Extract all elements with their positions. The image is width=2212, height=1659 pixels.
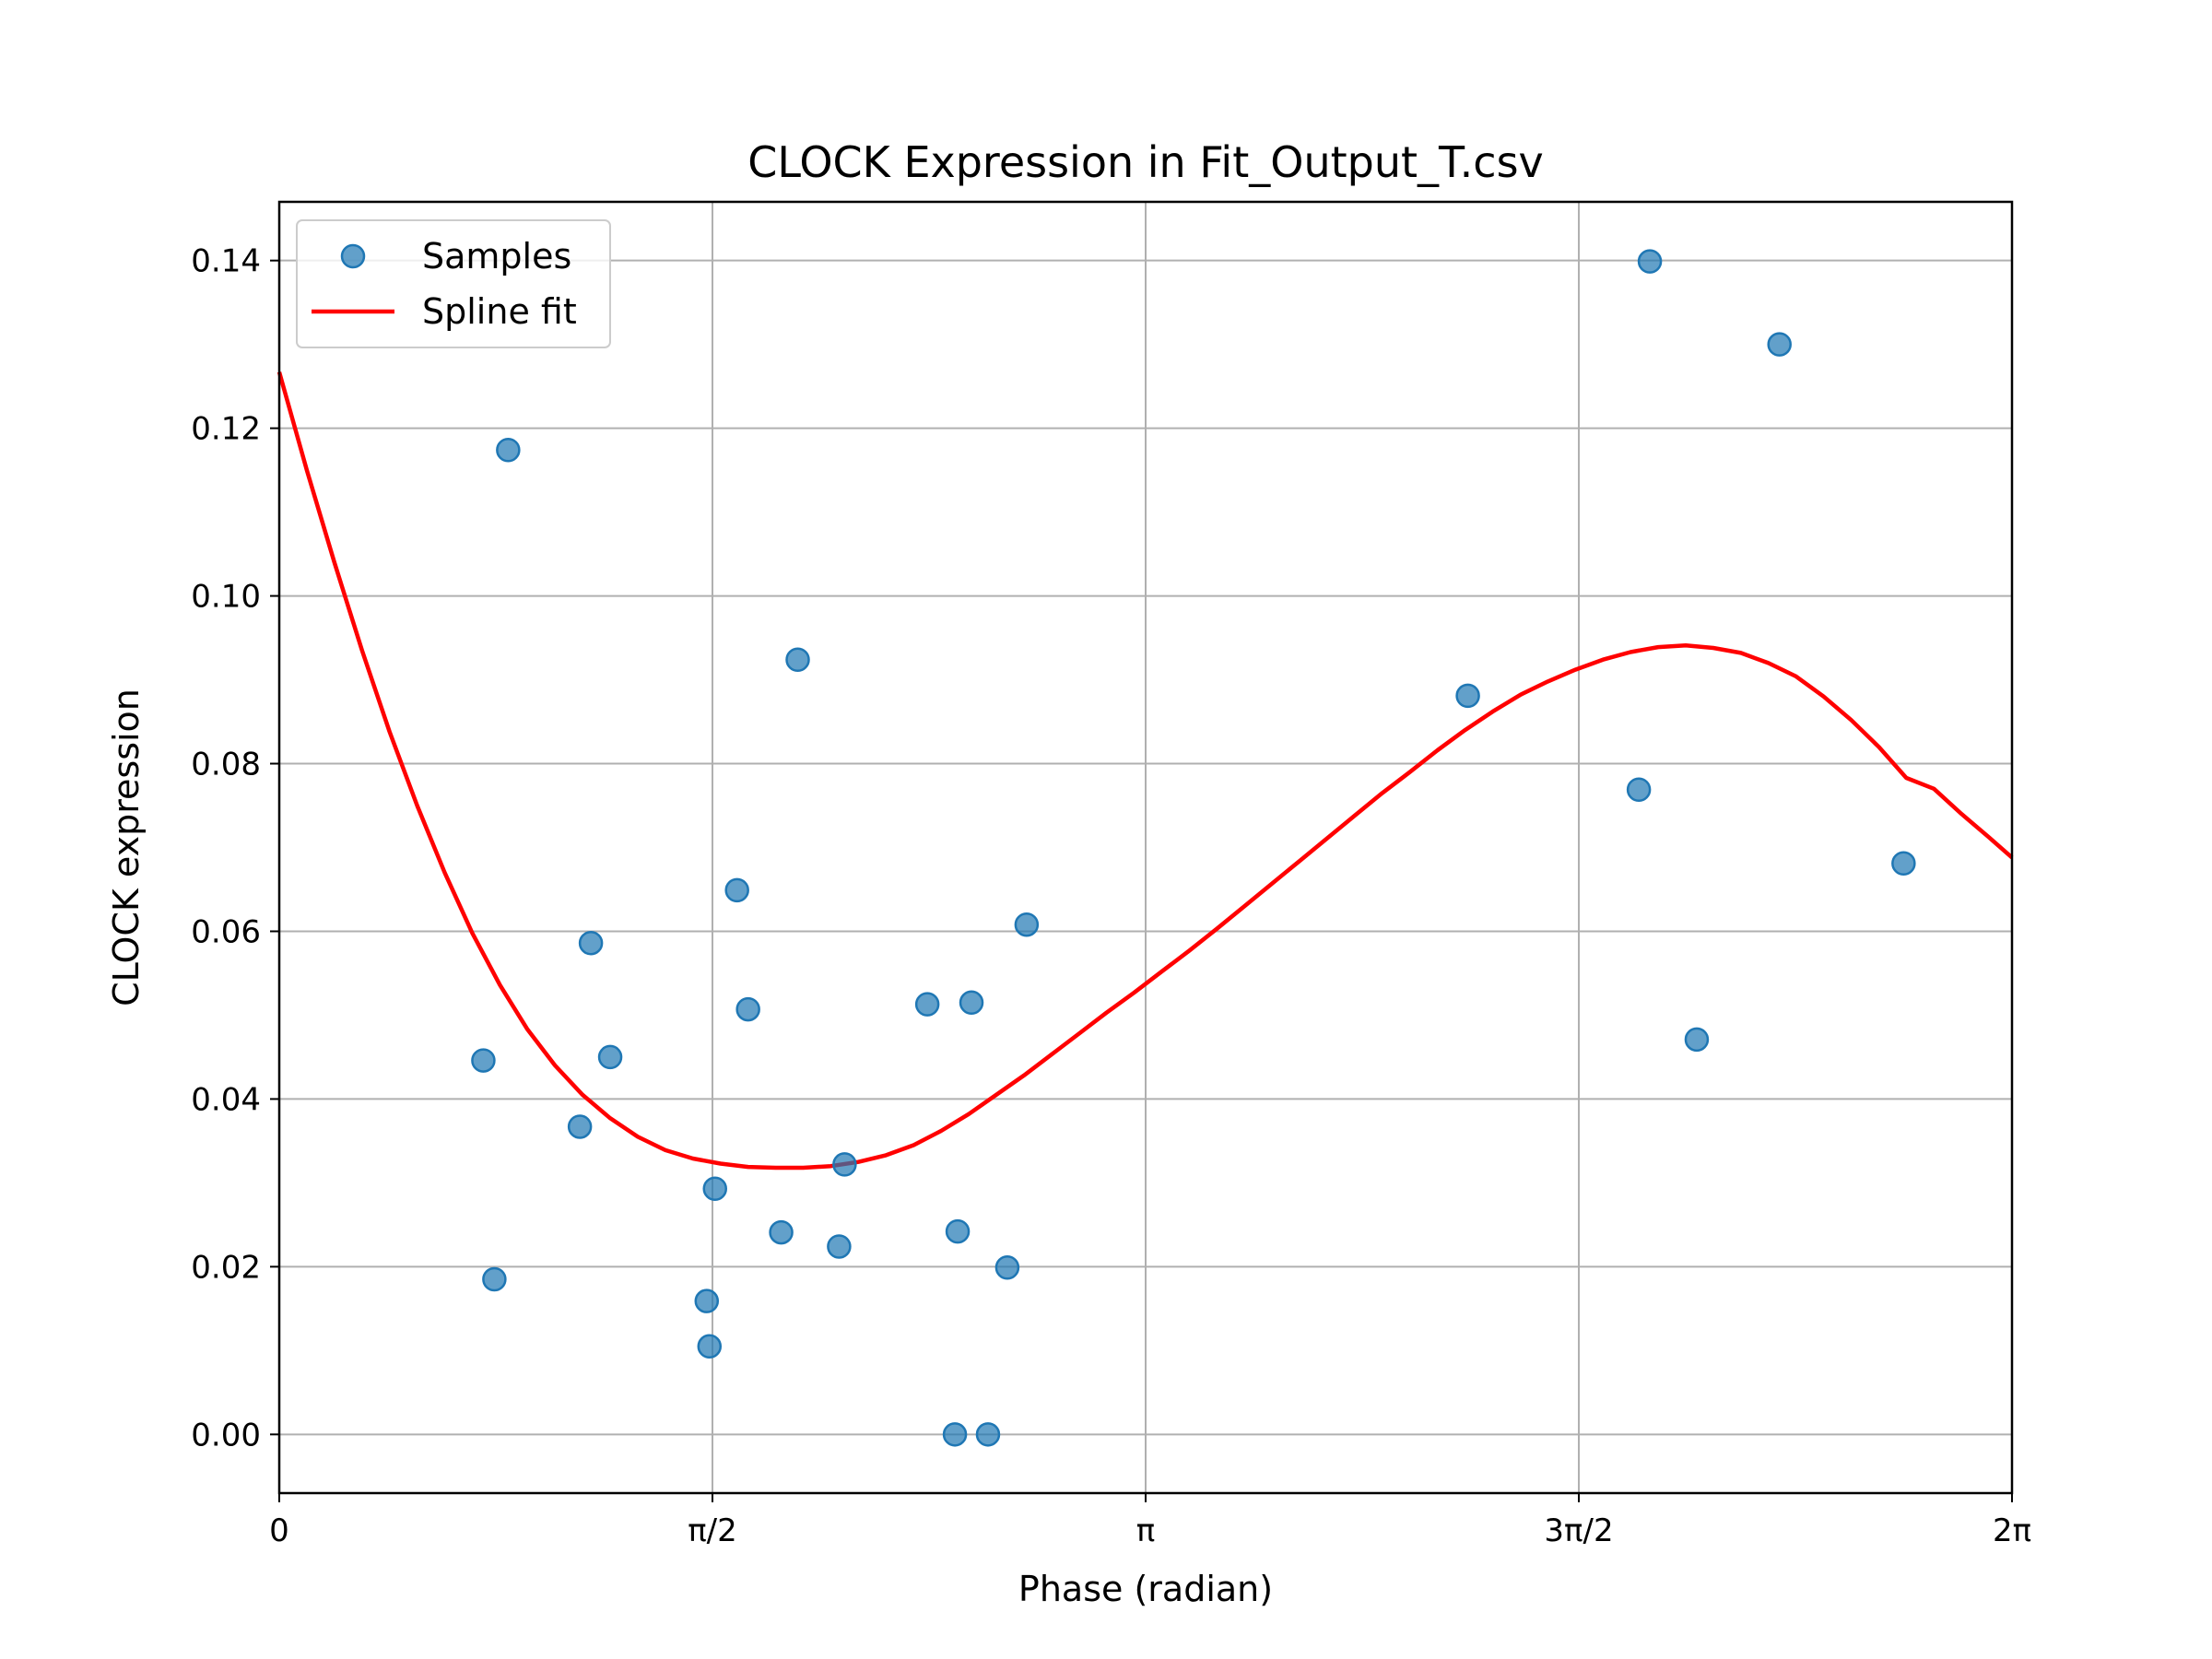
sample-point	[496, 438, 521, 463]
sample-point	[1891, 851, 1916, 877]
legend-marker-samples	[340, 243, 366, 269]
legend-label-samples: Samples	[422, 236, 571, 276]
sample-point	[769, 1219, 794, 1245]
y-tick-label: 0.02	[191, 1249, 261, 1286]
sample-point	[578, 930, 604, 956]
x-tick-label: π	[1136, 1512, 1155, 1549]
samples-layer	[471, 249, 1916, 1447]
sample-point	[945, 1218, 971, 1244]
sample-point	[735, 996, 760, 1022]
legend-box	[296, 219, 611, 348]
y-tick-label: 0.12	[191, 411, 261, 448]
sample-point	[724, 877, 749, 903]
sample-point	[597, 1044, 623, 1070]
x-tick-label: 2π	[1993, 1512, 2031, 1549]
sample-point	[482, 1266, 507, 1292]
sample-point	[694, 1288, 720, 1313]
sample-point	[827, 1234, 852, 1259]
y-tick-label: 0.06	[191, 913, 261, 950]
sample-point	[942, 1422, 968, 1447]
y-tick-label: 0.04	[191, 1081, 261, 1118]
sample-point	[1626, 777, 1652, 802]
x-axis-label: Phase (radian)	[1018, 1569, 1273, 1609]
grid	[278, 202, 2013, 1493]
y-axis-label: CLOCK expression	[106, 688, 147, 1006]
sample-point	[1637, 249, 1663, 274]
sample-point	[702, 1176, 728, 1202]
sample-point	[471, 1048, 496, 1073]
sample-point	[959, 990, 984, 1016]
y-tick-label: 0.14	[191, 243, 261, 280]
sample-point	[1455, 683, 1480, 709]
axis-ticks: 0 π/2 π 3π/2 2π 0.00 0.02 0.04 0.06 0.08 0.10 0.12 0…	[191, 243, 2031, 1549]
y-tick-label: 0.00	[191, 1417, 261, 1453]
sample-point	[1014, 912, 1040, 937]
sample-point	[975, 1422, 1001, 1447]
spline-fit-layer	[276, 371, 2014, 1171]
y-tick-label: 0.08	[191, 747, 261, 783]
sample-point	[567, 1114, 593, 1139]
x-tick-label: 3π/2	[1544, 1512, 1613, 1549]
sample-point	[697, 1334, 723, 1359]
sample-point	[914, 992, 940, 1017]
legend: Samples Spline fit	[296, 219, 611, 348]
chart-title: CLOCK Expression in Fit_Output_T.csv	[747, 137, 1544, 187]
x-tick-label: π/2	[688, 1512, 737, 1549]
spline-fit-line	[276, 371, 2014, 1171]
sample-point	[1684, 1027, 1710, 1053]
sample-point	[832, 1152, 857, 1177]
legend-label-spline-fit: Spline fit	[422, 291, 577, 332]
sample-point	[785, 647, 810, 672]
sample-point	[994, 1255, 1020, 1280]
sample-point	[1767, 332, 1792, 357]
x-tick-label: 0	[269, 1512, 289, 1549]
y-tick-label: 0.10	[191, 579, 261, 616]
